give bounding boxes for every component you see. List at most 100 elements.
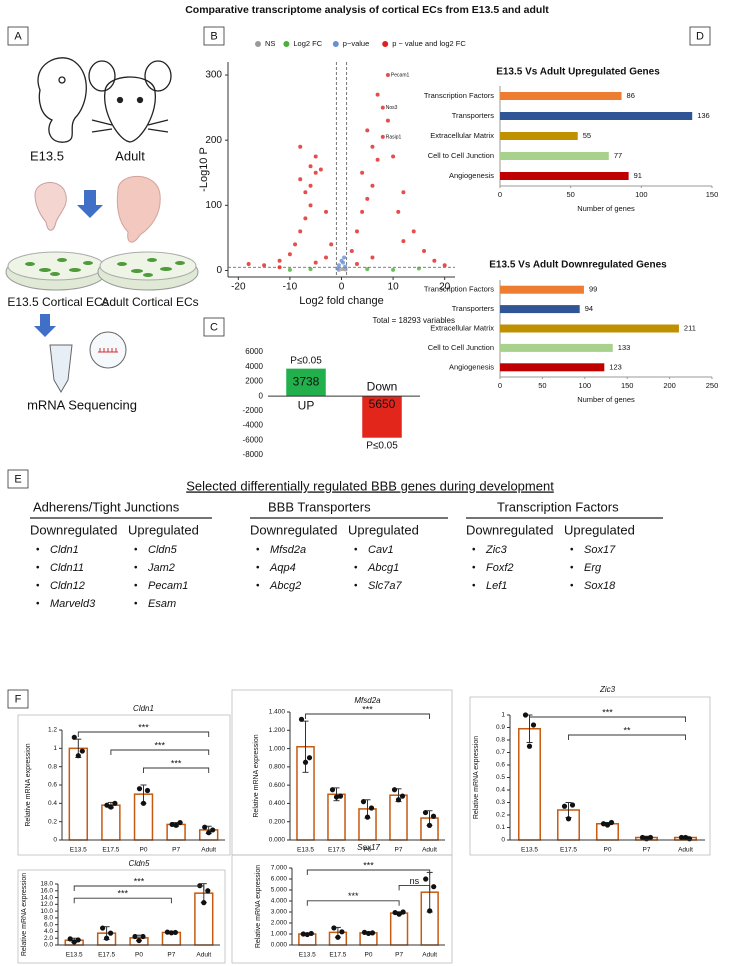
figure-title: Comparative transcriptome analysis of co…: [185, 4, 549, 16]
gene: Cldn5: [148, 544, 178, 556]
data-point: [565, 816, 572, 822]
y-tick-label: 0: [259, 391, 264, 400]
data-point: [422, 809, 429, 816]
down-label: Downregulated: [250, 522, 337, 537]
data-point: [71, 734, 77, 740]
bullet: •: [36, 599, 40, 610]
data-point: [331, 925, 337, 931]
y-tick-label: 2.000: [271, 920, 288, 927]
point: [343, 264, 348, 269]
x-tick-label: Adult: [422, 847, 437, 854]
data-point: [67, 936, 73, 942]
legend-swatch: [332, 41, 339, 47]
panel-a-illustration: [37, 57, 172, 143]
gene: Esam: [148, 598, 176, 610]
y-tick-label: 3.000: [271, 909, 288, 916]
data-point: [427, 908, 433, 914]
chart-title: Cldn5: [129, 859, 150, 868]
point: [308, 267, 313, 272]
y-tick-label: 100: [205, 200, 222, 211]
mouse-eye: [136, 96, 144, 104]
bullet: •: [256, 563, 260, 574]
data-point: [522, 712, 529, 718]
chart-title: Sox17: [357, 843, 380, 852]
x-tick-label: E13.5: [66, 952, 83, 959]
x-tick-label: P7: [167, 952, 175, 959]
chart-title: Zic3: [599, 685, 616, 694]
category-label: UP: [298, 398, 315, 412]
data-point: [112, 800, 118, 806]
point: [293, 242, 298, 247]
x-tick-label: P0: [365, 952, 373, 959]
bullet: •: [134, 563, 138, 574]
group-heading: BBB Transporters: [268, 499, 371, 514]
category-label: Angiogenesis: [449, 362, 494, 371]
x-tick-label: E17.5: [560, 847, 577, 854]
y-tick-label: 2000: [245, 377, 263, 386]
y-tick-label: -8000: [243, 450, 264, 459]
x-tick-label: P0: [135, 952, 143, 959]
data-point: [164, 929, 170, 935]
panel-label-box: [7, 469, 29, 489]
y-tick-label: 0.600: [269, 782, 286, 789]
x-tick-label: 150: [621, 381, 634, 390]
data-point: [391, 787, 398, 793]
x-tick-label: Adult: [678, 847, 693, 854]
point: [370, 255, 375, 260]
point: [313, 260, 318, 265]
panel-label-box: [203, 317, 225, 337]
category-label: Transcription Factors: [424, 91, 494, 100]
data-point: [647, 834, 654, 841]
significance-label: ***: [602, 707, 613, 717]
petri-dishes: [5, 251, 199, 291]
data-point: [561, 803, 568, 809]
x-tick-label: 0: [339, 282, 345, 293]
y-tick-label: -6000: [243, 435, 264, 444]
value-label: 99: [589, 285, 597, 294]
bar: [500, 172, 629, 180]
point: [308, 183, 313, 188]
category-label: Down: [367, 379, 398, 393]
point: [324, 255, 329, 260]
data-point: [172, 929, 178, 936]
up-label: Upregulated: [348, 522, 419, 537]
panel-label: A: [14, 30, 22, 42]
x-tick-label: 50: [538, 381, 546, 390]
y-tick-label: 2.0: [44, 935, 53, 942]
data-point: [569, 802, 576, 808]
y-tick-label: 1.000: [269, 745, 286, 752]
data-point: [365, 930, 372, 937]
gene: Sox18: [584, 580, 616, 592]
y-tick-label: 1.400: [269, 709, 286, 716]
bullet: •: [36, 545, 40, 556]
gene-label: Nos3: [386, 105, 398, 111]
y-tick-label: 0.4: [48, 800, 57, 807]
point: [370, 183, 375, 188]
point: [422, 248, 427, 253]
gene: Mfsd2a: [270, 544, 306, 556]
significance-bracket: [73, 897, 172, 904]
data-point: [335, 934, 341, 940]
panel-label-box: [203, 26, 225, 46]
bullet: •: [472, 581, 476, 592]
data-point: [144, 787, 151, 794]
cells: [25, 258, 185, 277]
bullet: •: [570, 563, 574, 574]
mouse-ear: [88, 60, 116, 92]
data-point: [364, 814, 371, 820]
gene: Zic3: [485, 544, 508, 556]
point: [287, 267, 292, 272]
significance-label: ***: [134, 876, 145, 886]
arrow: [77, 190, 103, 218]
data-point: [526, 743, 533, 749]
cell-label: E13.5 Cortical ECs: [7, 295, 108, 309]
y-axis-label: -Log10 P: [198, 147, 210, 192]
y-tick-label: 0.000: [271, 942, 288, 949]
data-point: [392, 909, 398, 916]
data-point: [329, 787, 336, 793]
point: [370, 144, 375, 149]
x-tick-label: 100: [635, 190, 648, 199]
bar: [500, 305, 580, 314]
point: [298, 144, 303, 149]
x-tick-label: 0: [498, 381, 502, 390]
